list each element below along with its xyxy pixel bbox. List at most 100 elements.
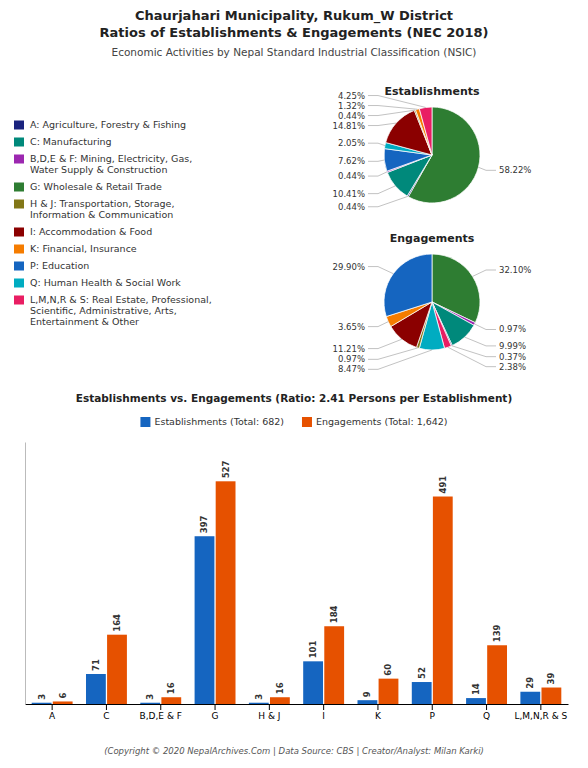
bar	[412, 682, 432, 704]
x-tick-mark	[52, 704, 53, 710]
x-tick-mark	[323, 704, 324, 710]
legend-label: L,M,N,R & S: Real Estate, Professional,S…	[30, 294, 212, 327]
pie: Establishments 58.22% 0.44% 10.41% 0.44% 7.62…	[333, 85, 532, 212]
data-label: 3	[254, 694, 264, 700]
data-label: 491	[438, 476, 448, 494]
subtitle: Economic Activities by Nepal Standard In…	[112, 46, 477, 58]
data-label: 101	[308, 640, 318, 658]
data-label: 184	[329, 605, 339, 623]
bar	[107, 635, 127, 704]
legend-swatch	[14, 138, 24, 147]
legend-label-line: K: Financial, Insurance	[30, 243, 137, 254]
data-label: 14	[471, 683, 481, 695]
data-label: 0.97%	[338, 354, 365, 364]
data-label: 39	[546, 673, 556, 685]
data-label: 10.41%	[333, 189, 365, 199]
data-label: 3	[145, 694, 155, 700]
legend-swatch	[14, 262, 24, 271]
leader-line	[368, 110, 415, 115]
data-label: 2.05%	[338, 138, 365, 148]
data-label: 2.38%	[499, 362, 526, 372]
legend-swatch	[302, 417, 312, 427]
bar	[303, 661, 323, 704]
leader-line	[473, 270, 496, 276]
legend-swatch	[14, 245, 24, 254]
leader-line	[368, 348, 418, 359]
legend-label: Q: Human Health & Social Work	[30, 277, 181, 288]
bar-chart: Establishments vs. Engagements (Ratio: 2…	[26, 392, 569, 721]
data-label: 7.62%	[338, 156, 365, 166]
bar	[195, 536, 215, 704]
legend-swatch	[14, 279, 24, 288]
legend-label: Establishments (Total: 682)	[154, 416, 284, 427]
pie-title: Establishments	[384, 85, 480, 98]
data-label: 9	[362, 691, 372, 697]
x-tick-mark	[540, 704, 541, 710]
data-label: 527	[221, 460, 231, 478]
bar	[86, 674, 106, 704]
data-label: 4.25%	[338, 91, 365, 101]
legend-label-line: Information & Communication	[30, 209, 173, 220]
x-tick: A	[49, 704, 56, 721]
legend-label-line: Entertainment & Other	[30, 316, 139, 327]
leader-line	[478, 167, 496, 170]
x-tick-label: L,M,N,R & S	[514, 711, 567, 721]
data-label: 32.10%	[499, 265, 531, 275]
legend-label-line: B,D,E & F: Mining, Electricity, Gas,	[30, 153, 192, 164]
data-label: 71	[91, 659, 101, 671]
legend-label-line: G: Wholesale & Retail Trade	[30, 181, 162, 192]
legend-swatch	[14, 183, 24, 192]
legend-label: K: Financial, Insurance	[30, 243, 137, 254]
data-label: 164	[112, 614, 122, 632]
legend-label: G: Wholesale & Retail Trade	[30, 181, 162, 192]
data-label: 0.44%	[338, 111, 365, 121]
x-tick-label: H & J	[258, 711, 280, 721]
x-tick-label: P	[430, 711, 436, 721]
legend-swatch	[140, 417, 150, 427]
bar	[161, 697, 181, 704]
x-tick-label: C	[103, 711, 109, 721]
leader-line	[465, 337, 496, 346]
data-label: 16	[166, 682, 176, 694]
x-tick-mark	[269, 704, 270, 710]
data-label: 0.37%	[499, 352, 526, 362]
x-tick-label: Q	[483, 711, 490, 721]
legend-label: Engagements (Total: 1,642)	[316, 416, 448, 427]
legend-label-line: H & J: Transportation, Storage,	[30, 198, 174, 209]
pie: Engagements32.10%0.97%9.99%0.37%2.38%8.4…	[333, 232, 532, 374]
leader-line	[368, 123, 396, 125]
data-label: 29.90%	[333, 262, 365, 272]
data-label: 29	[525, 677, 535, 689]
data-label: 397	[199, 515, 209, 533]
x-tick-mark	[106, 704, 107, 710]
x-tick-mark	[432, 704, 433, 710]
y-axis-line	[25, 443, 26, 705]
legend-label-line: A: Agriculture, Forestry & Fishing	[30, 119, 186, 130]
legend-label: I: Accommodation & Food	[30, 226, 152, 237]
legend-label: H & J: Transportation, Storage,Informati…	[30, 198, 174, 220]
leader-line	[448, 347, 496, 366]
data-label: 0.44%	[338, 202, 365, 212]
data-label: 58.22%	[499, 165, 531, 175]
bar	[433, 497, 453, 704]
data-label: 0.44%	[338, 171, 365, 181]
leader-line	[368, 196, 408, 206]
data-label: 8.47%	[338, 364, 365, 374]
legend-label-line: P: Education	[30, 260, 89, 271]
leader-line	[368, 322, 388, 327]
leader-line	[368, 339, 402, 348]
data-label: 6	[58, 692, 68, 698]
bar	[32, 703, 52, 704]
bar	[487, 645, 507, 704]
legend-label-line: I: Accommodation & Food	[30, 226, 152, 237]
legend-label-line: L,M,N,R & S: Real Estate, Professional,	[30, 294, 212, 305]
x-tick: I	[322, 704, 325, 721]
leader-line	[368, 186, 395, 194]
legend: Establishments (Total: 682) Engagements (…	[140, 416, 447, 427]
annotation: (Copyright © 2020 NepalArchives.Com | Da…	[104, 746, 484, 756]
pie-title: Engagements	[390, 232, 475, 245]
legend-swatch	[14, 155, 24, 164]
leader-line	[368, 160, 384, 161]
x-tick-label: B,D,E & F	[140, 711, 182, 721]
x-tick-label: I	[322, 711, 325, 721]
